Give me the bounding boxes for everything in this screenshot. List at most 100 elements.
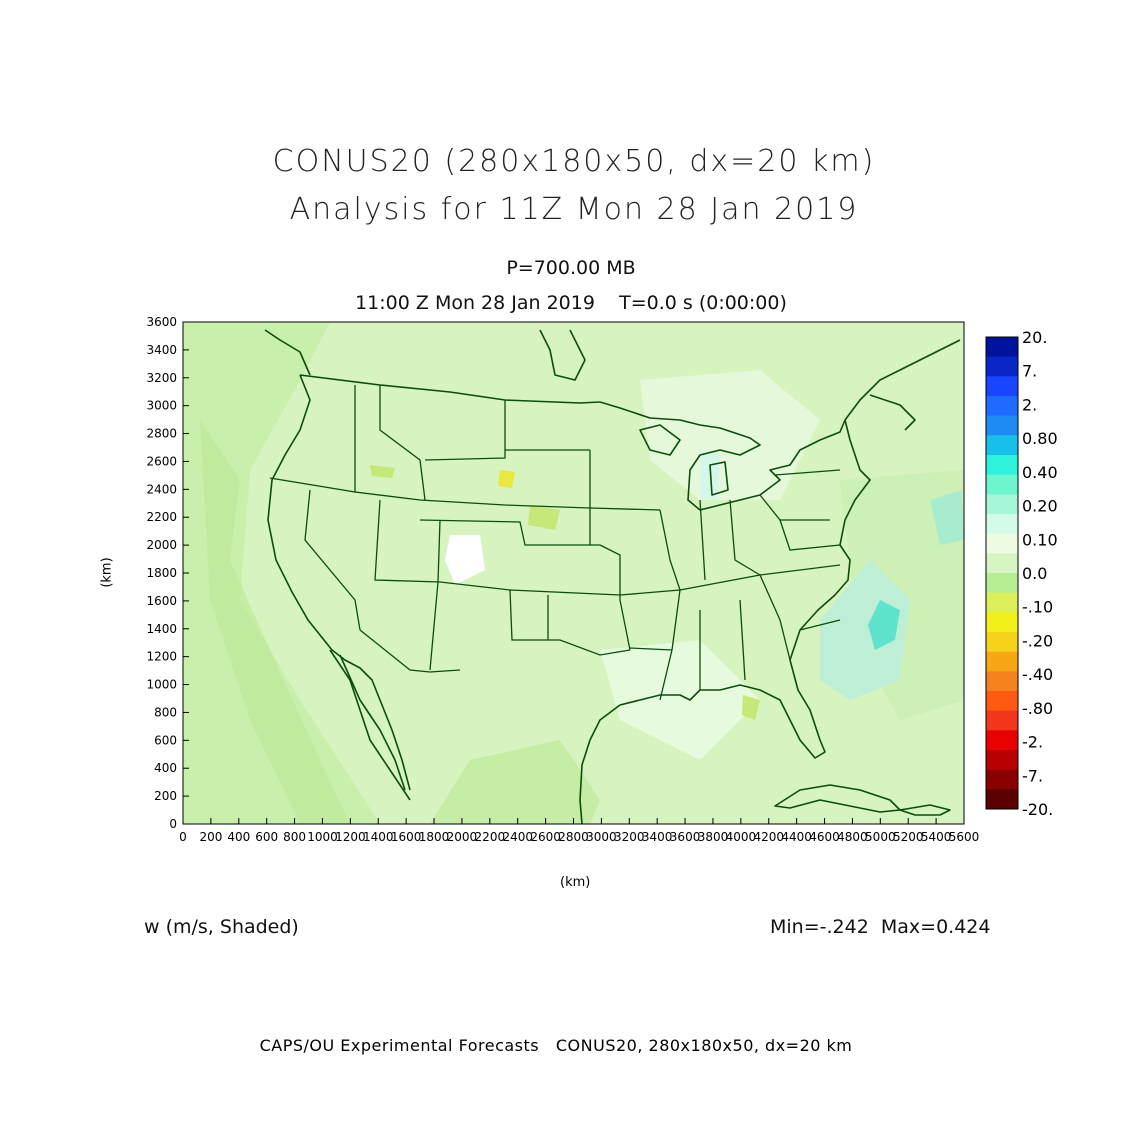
x-tick-label: 3200 bbox=[614, 830, 645, 844]
colorbar-swatch bbox=[986, 435, 1018, 456]
x-tick-label: 800 bbox=[283, 830, 306, 844]
colorbar-swatch bbox=[986, 474, 1018, 495]
colorbar-swatch bbox=[986, 710, 1018, 731]
x-tick-label: 4600 bbox=[809, 830, 840, 844]
field-min-max: Min=-.242 Max=0.424 bbox=[770, 916, 991, 938]
colorbar-swatch bbox=[986, 415, 1018, 436]
colorbar-swatch bbox=[986, 691, 1018, 712]
x-tick-label: 2600 bbox=[530, 830, 561, 844]
y-tick-label: 400 bbox=[154, 761, 177, 775]
x-tick-label: 200 bbox=[199, 830, 222, 844]
colorbar-label: 0.20 bbox=[1022, 497, 1058, 516]
colorbar-swatch bbox=[986, 376, 1018, 397]
colorbar-swatch bbox=[986, 592, 1018, 613]
y-tick-label: 600 bbox=[154, 733, 177, 747]
x-tick-label: 3000 bbox=[586, 830, 617, 844]
colorbar-label: -.20 bbox=[1022, 631, 1053, 650]
y-tick-label: 2600 bbox=[146, 454, 177, 468]
x-tick-label: 1200 bbox=[335, 830, 366, 844]
colorbar-swatch bbox=[986, 632, 1018, 653]
colorbar-label: 0.10 bbox=[1022, 530, 1058, 549]
x-tick-label: 4800 bbox=[837, 830, 868, 844]
colorbar-swatch bbox=[986, 494, 1018, 515]
y-tick-label: 1000 bbox=[146, 678, 177, 692]
x-tick-label: 1400 bbox=[363, 830, 394, 844]
footer-credit: CAPS/OU Experimental Forecasts CONUS20, … bbox=[259, 1036, 853, 1055]
w-field-shading bbox=[183, 322, 964, 824]
y-tick-label: 2800 bbox=[146, 427, 177, 441]
x-tick-label: 5400 bbox=[921, 830, 952, 844]
x-tick-label: 600 bbox=[255, 830, 278, 844]
colorbar-swatch bbox=[986, 612, 1018, 633]
colorbar-swatch bbox=[986, 553, 1018, 574]
colorbar-label: -7. bbox=[1022, 766, 1043, 785]
x-tick-label: 5000 bbox=[865, 830, 896, 844]
y-tick-label: 1200 bbox=[146, 650, 177, 664]
x-tick-label: 3600 bbox=[670, 830, 701, 844]
x-tick-label: 1000 bbox=[307, 830, 338, 844]
y-tick-label: 1600 bbox=[146, 594, 177, 608]
x-tick-label: 3400 bbox=[642, 830, 673, 844]
colorbar-label: -.10 bbox=[1022, 598, 1053, 617]
x-tick-label: 4200 bbox=[753, 830, 784, 844]
title-line-2: Analysis for 11Z Mon 28 Jan 2019 bbox=[289, 192, 859, 227]
y-tick-label: 3600 bbox=[146, 315, 177, 329]
x-tick-label: 1600 bbox=[391, 830, 422, 844]
x-tick-label: 5600 bbox=[949, 830, 980, 844]
y-tick-label: 3200 bbox=[146, 371, 177, 385]
colorbar-label: 2. bbox=[1022, 395, 1037, 414]
x-axis-ticks: 0 200 400 600 800 100012001400160018002000220… bbox=[179, 818, 979, 844]
y-tick-label: 1400 bbox=[146, 622, 177, 636]
field-name: w (m/s, Shaded) bbox=[144, 916, 299, 938]
y-tick-label: 800 bbox=[154, 705, 177, 719]
y-tick-label: 1800 bbox=[146, 566, 177, 580]
x-tick-label: 2200 bbox=[475, 830, 506, 844]
y-tick-label: 2000 bbox=[146, 538, 177, 552]
x-tick-label: 5200 bbox=[893, 830, 924, 844]
colorbar-swatch bbox=[986, 396, 1018, 417]
pressure-level: P=700.00 MB bbox=[506, 257, 636, 279]
x-axis-label: (km) bbox=[560, 875, 591, 890]
x-tick-label: 0 bbox=[179, 830, 187, 844]
x-tick-label: 2800 bbox=[558, 830, 589, 844]
x-tick-label: 4400 bbox=[781, 830, 812, 844]
y-axis-ticks: 0 200 400 600 800 1000 1200 1400 1600 1800 2000 220… bbox=[146, 315, 189, 831]
colorbar-label: -.40 bbox=[1022, 665, 1053, 684]
colorbar-swatch bbox=[986, 750, 1018, 771]
colorbar-label: 0.40 bbox=[1022, 463, 1058, 482]
x-tick-label: 4000 bbox=[726, 830, 757, 844]
colorbar-swatch bbox=[986, 356, 1018, 377]
colorbar-label: 20. bbox=[1022, 328, 1047, 347]
colorbar-swatch bbox=[986, 651, 1018, 672]
colorbar-swatch bbox=[986, 671, 1018, 692]
colorbar-label: 0.80 bbox=[1022, 429, 1058, 448]
colorbar-swatch bbox=[986, 337, 1018, 358]
x-tick-label: 400 bbox=[227, 830, 250, 844]
colorbar-label: 0.0 bbox=[1022, 564, 1047, 583]
colorbar-label: -20. bbox=[1022, 800, 1053, 819]
colorbar-swatch bbox=[986, 455, 1018, 476]
colorbar-label: -2. bbox=[1022, 733, 1043, 752]
colorbar-swatch bbox=[986, 533, 1018, 554]
y-axis-label: (km) bbox=[99, 557, 115, 588]
x-tick-label: 2000 bbox=[447, 830, 478, 844]
colorbar-swatch bbox=[986, 789, 1018, 810]
colorbar-label: 7. bbox=[1022, 362, 1037, 381]
x-tick-label: 2400 bbox=[502, 830, 533, 844]
colorbar-frame bbox=[985, 336, 1019, 810]
colorbar-swatch bbox=[986, 573, 1018, 594]
colorbar-swatch bbox=[986, 514, 1018, 535]
y-tick-label: 200 bbox=[154, 789, 177, 803]
y-tick-label: 3400 bbox=[146, 343, 177, 357]
y-tick-label: 2400 bbox=[146, 482, 177, 496]
colorbar-label: -.80 bbox=[1022, 699, 1053, 718]
colorbar-swatch bbox=[986, 730, 1018, 751]
y-tick-label: 3000 bbox=[146, 399, 177, 413]
x-tick-label: 3800 bbox=[698, 830, 729, 844]
y-tick-label: 2200 bbox=[146, 510, 177, 524]
x-tick-label: 1800 bbox=[419, 830, 450, 844]
colorbar: 20. 7. 2. 0.80 0.40 0.20 0.10 0.0 -.10 -.20 -.40 -.… bbox=[985, 328, 1058, 819]
colorbar-swatch bbox=[986, 769, 1018, 790]
y-tick-label: 0 bbox=[169, 817, 177, 831]
